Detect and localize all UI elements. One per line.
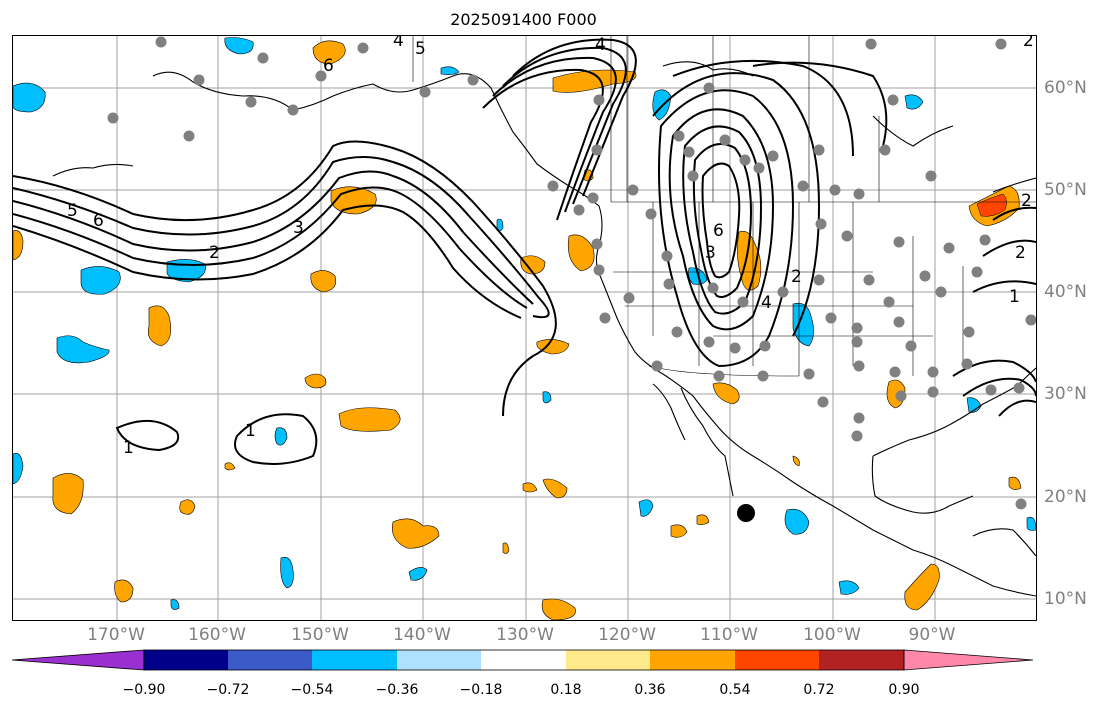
contour-label: 1: [123, 438, 134, 458]
contour-label: 2: [1021, 191, 1032, 211]
lon-label: 90°W: [908, 625, 956, 645]
contour-label: 4: [393, 36, 404, 51]
contour-label: 5: [415, 39, 426, 59]
contour-label: 2: [209, 243, 220, 263]
contour-label: 6: [93, 211, 104, 231]
lat-label: 20°N: [1044, 487, 1087, 507]
location-marker: [737, 504, 755, 522]
colorbar-tick: 0.54: [719, 682, 751, 698]
lon-label: 110°W: [700, 625, 758, 645]
colorbar-tick: −0.72: [206, 682, 250, 698]
lat-label: 30°N: [1044, 384, 1087, 404]
lon-label: 150°W: [291, 625, 349, 645]
lat-label: 50°N: [1044, 180, 1087, 200]
lon-label: 120°W: [598, 625, 656, 645]
colorbar-tick: 0.18: [550, 682, 582, 698]
lat-label: 40°N: [1044, 282, 1087, 302]
lon-label: 140°W: [393, 625, 451, 645]
contour-lines: [13, 38, 1036, 465]
map-title: 2025091400 F000: [450, 10, 597, 29]
colorbar: [11, 649, 1034, 671]
contour-label: 1: [245, 421, 256, 441]
contour-label: 6: [323, 56, 334, 76]
lat-label: 60°N: [1044, 78, 1087, 98]
lat-label: 10°N: [1044, 589, 1087, 609]
lon-label: 130°W: [496, 625, 554, 645]
contour-label: 1: [1009, 287, 1020, 307]
colorbar-tick: 0.72: [803, 682, 835, 698]
positive-fill: [13, 40, 1022, 620]
lon-label: 100°W: [803, 625, 861, 645]
contour-label: 6: [713, 221, 724, 241]
lon-label: 160°W: [188, 625, 246, 645]
lon-label: 170°W: [87, 625, 145, 645]
political-borders: [412, 36, 1036, 377]
map-canvas: 1 1 2 3 5 6 6 4 5 4 3 6 4 2 1 2 2 2: [13, 36, 1036, 620]
contour-label: 5: [67, 201, 78, 221]
colorbar-tick: −0.36: [375, 682, 419, 698]
contour-labels: 1 1 2 3 5 6 6 4 5 4 3 6 4 2 1 2 2 2: [67, 36, 1034, 458]
contour-label: 2: [1023, 36, 1034, 51]
contour-label: 4: [595, 36, 606, 55]
contour-label: 4: [761, 293, 772, 313]
station-markers: [107, 36, 1036, 510]
colorbar-tick: −0.18: [459, 682, 503, 698]
contour-label: 2: [1015, 243, 1026, 263]
map-panel[interactable]: 1 1 2 3 5 6 6 4 5 4 3 6 4 2 1 2 2 2: [12, 35, 1037, 621]
colorbar-tick: 0.90: [888, 682, 920, 698]
contour-label: 2: [791, 267, 802, 287]
contour-label: 3: [705, 243, 716, 263]
colorbar-tick: −0.90: [122, 682, 166, 698]
colorbar-tick: −0.54: [290, 682, 334, 698]
graticule: [13, 36, 1036, 620]
contour-label: 3: [293, 218, 304, 238]
coastlines: [52, 61, 1036, 597]
colorbar-tick: 0.36: [634, 682, 666, 698]
